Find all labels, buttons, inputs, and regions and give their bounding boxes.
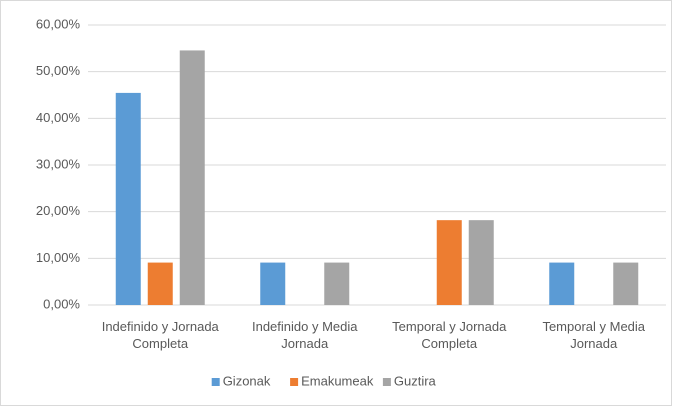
y-tick-label: 40,00% [36,110,81,125]
legend-swatch [290,378,299,386]
x-tick-label: Indefinido y Media Jornada [251,319,358,351]
legend-label: Gizonak [223,373,271,388]
y-tick-label: 20,00% [36,203,81,218]
bar [613,262,639,305]
legend-swatch [211,378,220,386]
x-tick-label: Temporal y Jornada Completa [392,319,507,351]
x-tick-label: Indefinido y Jornada Completa [101,319,219,351]
bar [147,262,173,305]
y-tick-label: 0,00% [43,296,80,311]
legend-swatch [382,378,391,386]
bar [324,262,350,305]
legend-label: Emakumeak [301,373,374,388]
bar [468,220,494,305]
bar [436,220,462,305]
y-tick-label: 10,00% [36,250,81,265]
y-tick-label: 30,00% [36,156,81,171]
bar [179,50,205,305]
legend-label: Guztira [394,373,437,388]
bar [115,92,141,306]
bar [549,262,575,305]
y-tick-label: 60,00% [36,16,81,31]
x-tick-label: Temporal y Media Jornada [542,319,646,351]
bar [260,262,286,305]
y-tick-label: 50,00% [36,63,81,78]
